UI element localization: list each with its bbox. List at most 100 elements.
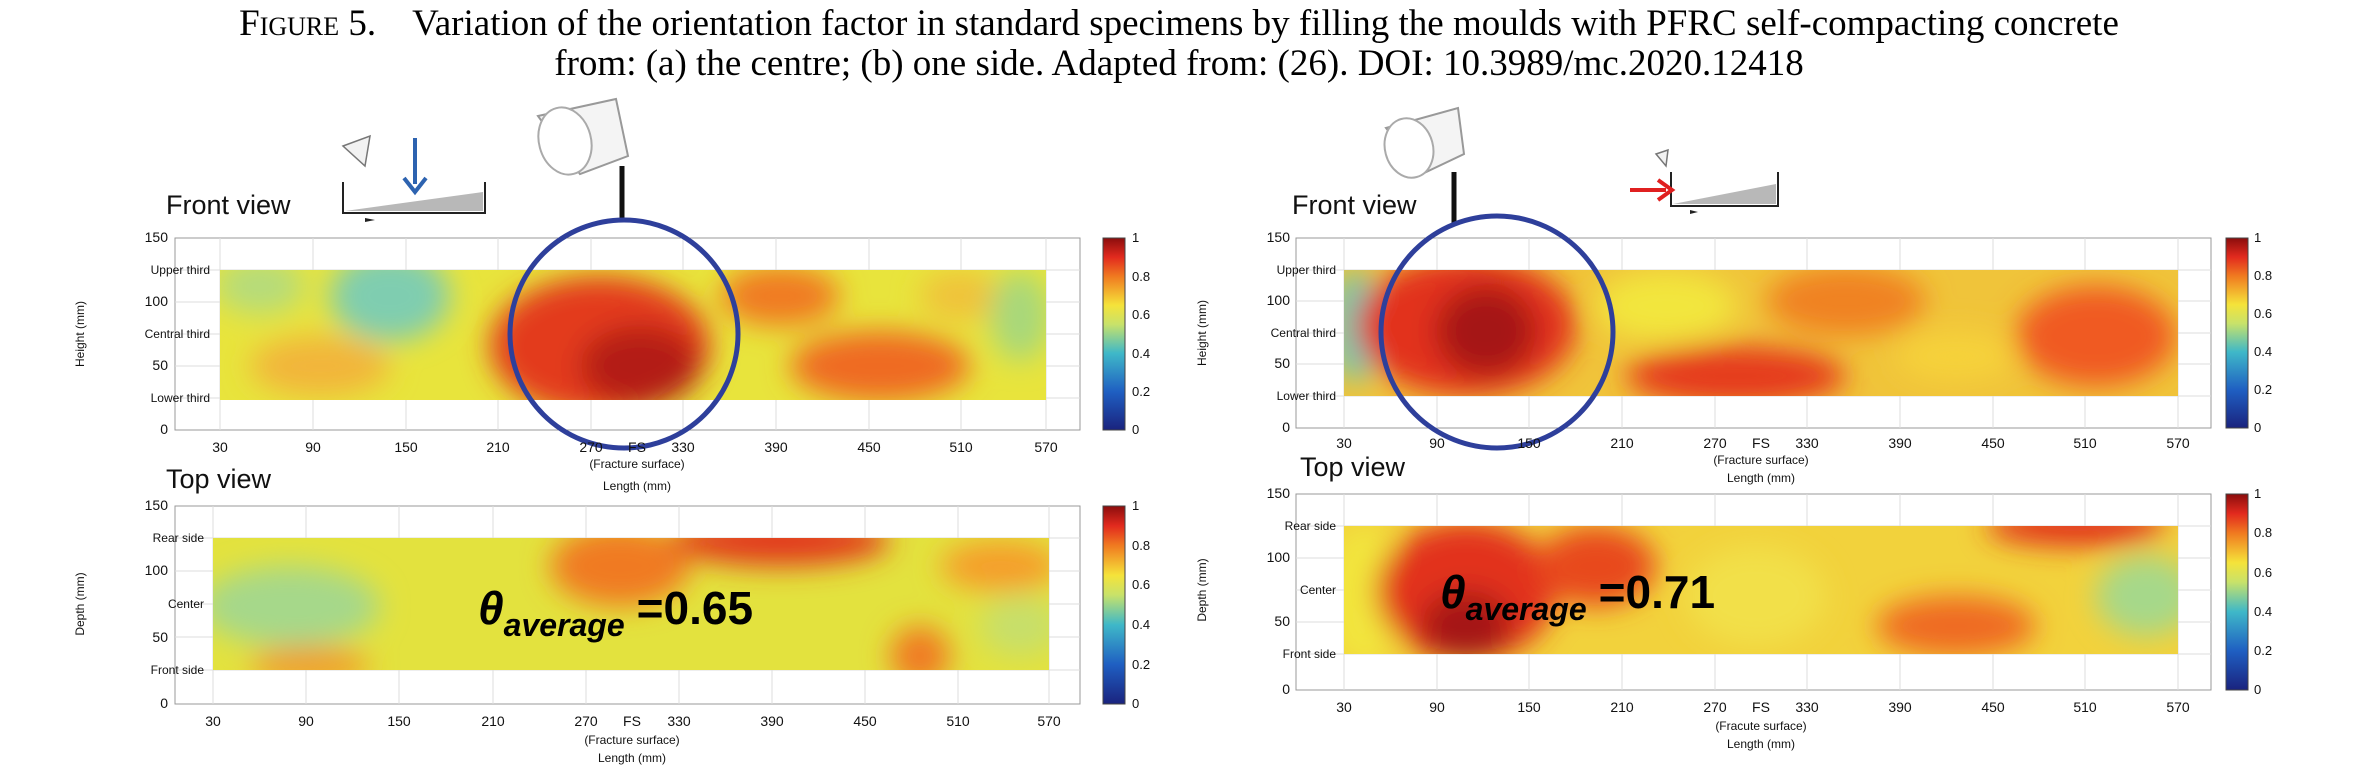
zone-center: Center: [168, 597, 204, 611]
theta-symbol: θ: [478, 582, 504, 634]
top-xtick: 210: [1610, 699, 1634, 715]
top-xtick: 450: [853, 713, 877, 729]
cbar-tick: 1: [2254, 486, 2261, 501]
cbar-tick: 1: [2254, 230, 2261, 245]
front-ylabel: Height (mm): [73, 301, 87, 367]
top-xtick: 570: [2166, 699, 2190, 715]
top-ytick-150: 150: [145, 497, 169, 513]
cbar-tick: 0.4: [2254, 344, 2272, 359]
top-xtick: 510: [2073, 699, 2097, 715]
front-xtick: 270: [579, 439, 603, 455]
front-view-title: Front view: [166, 190, 291, 220]
top-xtick: 270: [574, 713, 598, 729]
front-xtick: 270: [1703, 435, 1727, 451]
front-xsub: (Fracture surface): [1713, 453, 1808, 467]
cbar-tick: 0.8: [1132, 538, 1150, 553]
fill-zone-circle: [507, 217, 741, 451]
theta-value: =0.65: [637, 582, 753, 634]
front-xtick: 330: [1795, 435, 1819, 451]
cbar-tick: 1: [1132, 498, 1139, 513]
top-xtick: 30: [1336, 699, 1352, 715]
top-xtick: 150: [1517, 699, 1541, 715]
front-xlabel: Length (mm): [603, 479, 671, 493]
cbar-tick: 0.8: [2254, 268, 2272, 283]
front-ylabel: Height (mm): [1196, 300, 1209, 366]
theta-subscript: average: [1466, 591, 1587, 627]
top-ylabel: Depth (mm): [73, 572, 87, 635]
figure-panel-b: Front view Height (mm) 0 50 100 150 Uppe…: [1196, 106, 2272, 751]
front-xtick: 510: [949, 439, 973, 455]
pouring-bucket-icon: [536, 97, 630, 222]
cbar-tick: 1: [1132, 230, 1139, 245]
figure-caption: Figure 5. Variation of the orientation fa…: [0, 4, 2358, 84]
cbar-tick: 0.8: [2254, 525, 2272, 540]
zone-lower-third: Lower third: [151, 391, 210, 405]
zone-central-third: Central third: [145, 327, 210, 341]
front-xtick: 30: [212, 439, 228, 455]
front-view-heatmap: [220, 270, 1046, 400]
front-ytick-0: 0: [1282, 419, 1290, 435]
cbar-tick: 0.8: [1132, 269, 1150, 284]
front-xtick: 30: [1336, 435, 1352, 451]
front-ytick-50: 50: [152, 357, 168, 373]
top-ytick-0: 0: [160, 695, 168, 711]
top-xsub: (Fracture surface): [584, 733, 679, 747]
top-xtick: 330: [667, 713, 691, 729]
front-xtick: 510: [2073, 435, 2097, 451]
zone-central-third: Central third: [1271, 326, 1336, 340]
theta-value: =0.71: [1599, 566, 1715, 618]
front-view-heatmap: [1344, 270, 2178, 396]
front-view-title: Front view: [1292, 190, 1417, 220]
top-ytick-50: 50: [1274, 613, 1290, 629]
front-xsub: (Fracture surface): [589, 457, 684, 471]
cbar-tick: 0.2: [2254, 643, 2272, 658]
top-ytick-50: 50: [152, 629, 168, 645]
front-ytick-150: 150: [145, 229, 169, 245]
mould-fill-side-icon: [1630, 148, 1779, 214]
top-xtick: 510: [946, 713, 970, 729]
front-colorbar: 0 0.2 0.4 0.6 0.8 1: [1102, 230, 1150, 437]
top-xtick: FS: [623, 713, 641, 729]
theta-average-label: θaverage =0.71: [1440, 566, 1715, 627]
front-xtick: 390: [1888, 435, 1912, 451]
top-ylabel: Depth (mm): [1196, 558, 1209, 621]
top-xlabel: Length (mm): [1727, 737, 1795, 751]
cbar-tick: 0: [2254, 420, 2261, 435]
top-xtick: 30: [205, 713, 221, 729]
fill-zone-circle: [1378, 213, 1616, 451]
cbar-tick: 0.4: [2254, 604, 2272, 619]
front-xtick: 210: [1610, 435, 1634, 451]
top-ytick-150: 150: [1267, 485, 1291, 501]
cbar-tick: 0.4: [1132, 617, 1150, 632]
cbar-tick: 0.4: [1132, 346, 1150, 361]
caption-text-2: from: (a) the centre; (b) one side. Adap…: [554, 43, 1804, 84]
front-ytick-100: 100: [1267, 292, 1291, 308]
top-view-title: Top view: [1300, 452, 1406, 482]
front-xtick: 390: [764, 439, 788, 455]
cbar-tick: 0.6: [1132, 307, 1150, 322]
top-xtick: 90: [298, 713, 314, 729]
zone-rear-side: Rear side: [153, 531, 205, 545]
figure-label: Figure 5.: [239, 3, 377, 44]
front-xtick: 570: [1034, 439, 1058, 455]
front-xlabel: Length (mm): [1727, 471, 1795, 485]
front-ytick-0: 0: [160, 421, 168, 437]
pouring-bucket-icon: [1383, 106, 1466, 224]
theta-average-label: θaverage =0.65: [478, 582, 753, 643]
top-xtick: FS: [1752, 699, 1770, 715]
top-xtick: 270: [1703, 699, 1727, 715]
top-colorbar: 0 0.2 0.4 0.6 0.8 1: [1102, 498, 1150, 711]
front-xtick: 150: [394, 439, 418, 455]
top-xtick: 390: [760, 713, 784, 729]
top-ytick-0: 0: [1282, 681, 1290, 697]
top-xtick: 450: [1981, 699, 2005, 715]
cbar-tick: 0: [1132, 696, 1139, 711]
front-xtick: FS: [1752, 435, 1770, 451]
front-ytick-50: 50: [1274, 355, 1290, 371]
zone-rear-side: Rear side: [1285, 519, 1337, 533]
theta-subscript: average: [504, 607, 625, 643]
top-colorbar: 0 0.2 0.4 0.6 0.8 1: [2225, 486, 2272, 697]
zone-upper-third: Upper third: [1277, 263, 1336, 277]
theta-symbol: θ: [1440, 566, 1466, 618]
cbar-tick: 0.6: [2254, 306, 2272, 321]
